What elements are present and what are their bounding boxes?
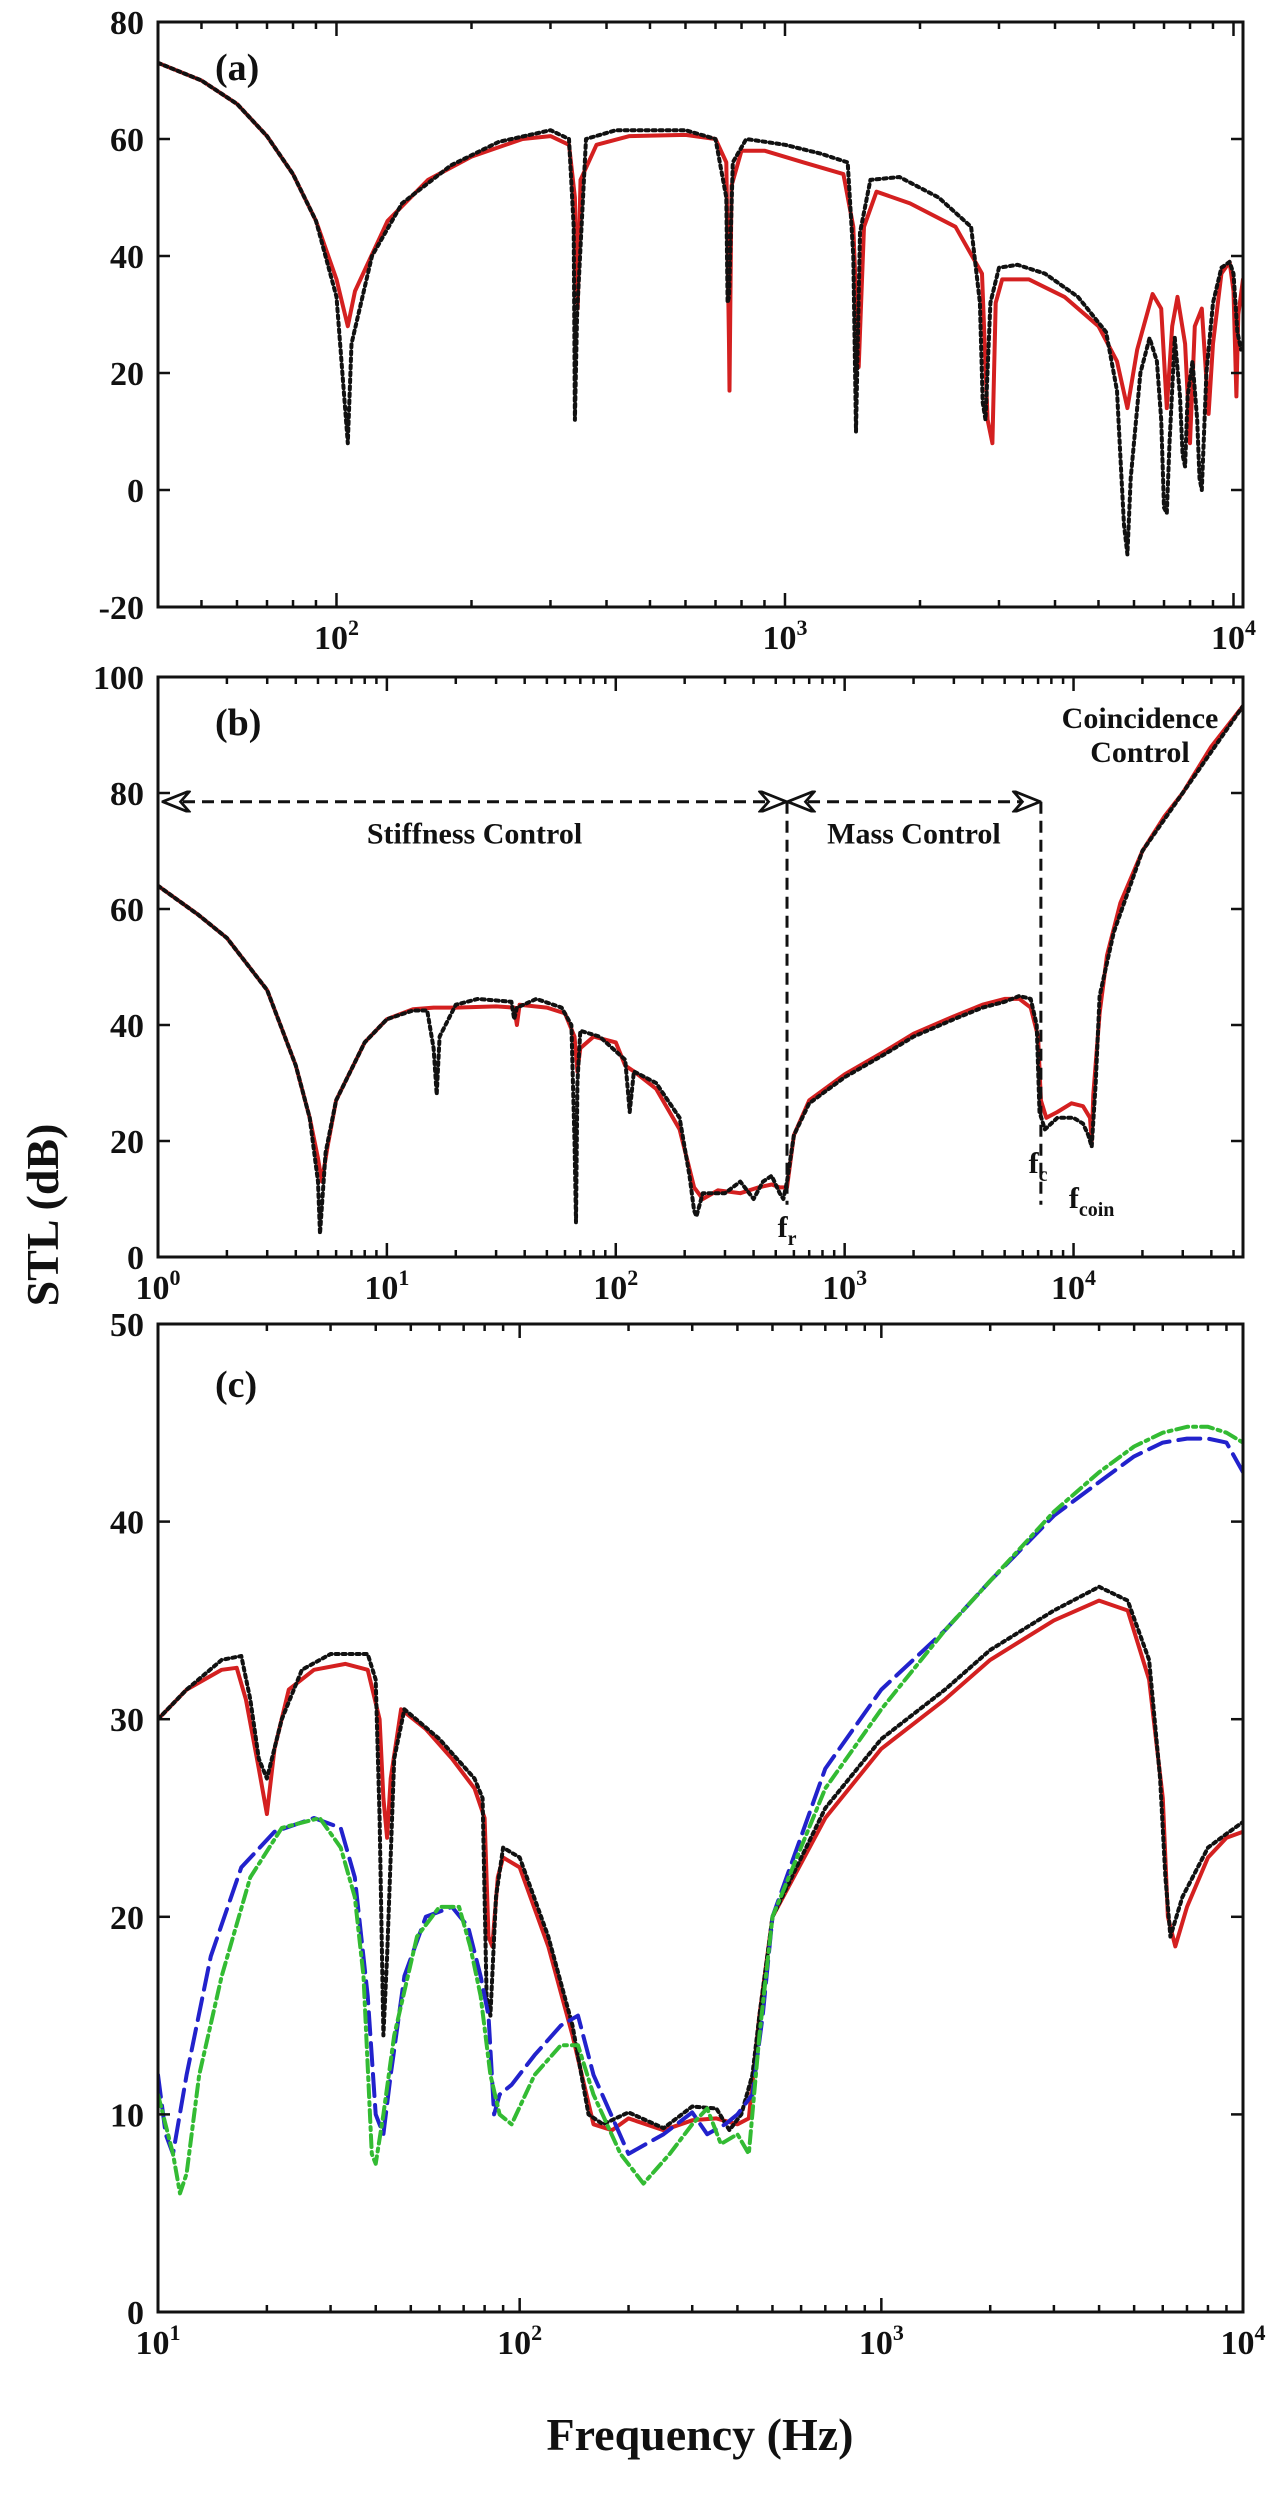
x-tick-label-c: 102	[497, 2320, 542, 2362]
series-black-dotted-a	[158, 60, 1243, 557]
region-label-mass: Mass Control	[827, 818, 1001, 851]
y-tick-label-c: 0	[127, 2295, 144, 2332]
y-tick-label-b: 40	[110, 1008, 144, 1045]
x-tick-label-a: 102	[314, 615, 359, 657]
x-tick-label-a: 104	[1211, 615, 1256, 657]
coincidence-control-label-line2: Control	[1090, 736, 1189, 769]
x-tick-label-b: 101	[364, 1265, 409, 1307]
panel-c-label: (c)	[215, 1364, 257, 1406]
x-tick-label-a: 103	[762, 615, 807, 657]
marker-fcoin: fcoin	[1069, 1182, 1115, 1221]
series-blue-dashed-c	[158, 1436, 1243, 2156]
y-tick-label-a: 0	[127, 473, 144, 510]
marker-fc: fc	[1029, 1147, 1048, 1186]
region-label-stiffness: Stiffness Control	[367, 818, 582, 851]
y-tick-label-c: 30	[110, 1702, 144, 1739]
coincidence-control-label-line1: Coincidence	[1062, 702, 1219, 735]
y-tick-label-c: 10	[110, 2097, 144, 2134]
x-tick-label-b: 103	[822, 1265, 867, 1307]
x-tick-label-b: 104	[1051, 1265, 1096, 1307]
y-tick-label-b: 80	[110, 776, 144, 813]
x-tick-label-c: 104	[1221, 2320, 1266, 2362]
x-tick-label-c: 101	[136, 2320, 181, 2362]
y-tick-label-a: 80	[110, 5, 144, 42]
panel-a-frame	[156, 20, 1245, 609]
series-red-solid-c	[158, 1598, 1243, 2133]
y-tick-label-c: 40	[110, 1505, 144, 1542]
panel-c-frame	[156, 1322, 1245, 2314]
y-tick-label-b: 0	[127, 1240, 144, 1277]
y-tick-label-c: 20	[110, 1900, 144, 1937]
panel-a-axes: -20 0 20 40 60 80 102 103 104	[99, 5, 1256, 657]
x-tick-label-b: 100	[136, 1265, 181, 1307]
panel-b-plot-area	[158, 704, 1243, 1236]
panel-c-axes: 0 10 20 30 40 50 101 102 103 104	[110, 1307, 1266, 2362]
x-tick-label-c: 103	[859, 2320, 904, 2362]
panel-a-plot-area	[158, 60, 1243, 557]
y-tick-label-b: 100	[93, 660, 144, 697]
panel-b: 0 20 40 60 80 100 100 101 102 103 104 Stiffness Co…	[93, 660, 1245, 1307]
panel-c: 0 10 20 30 40 50 101 102 103 104 (c)	[110, 1307, 1266, 2362]
x-axis-title: Frequency (Hz)	[546, 2409, 853, 2460]
panel-b-label: (b)	[215, 702, 261, 744]
y-tick-label-c: 50	[110, 1307, 144, 1344]
y-tick-label-a: 40	[110, 239, 144, 276]
series-black-dotted-b	[158, 704, 1243, 1236]
y-tick-label-b: 60	[110, 892, 144, 929]
x-tick-label-b: 102	[593, 1265, 638, 1307]
series-black-dotted-c	[158, 1584, 1243, 2133]
panel-a-label: (a)	[215, 47, 259, 89]
y-tick-label-a: 60	[110, 122, 144, 159]
series-green-dash-dot-c	[158, 1424, 1243, 2196]
panel-a: -20 0 20 40 60 80 102 103 104 (a)	[99, 5, 1256, 657]
panel-b-frame	[156, 675, 1245, 1259]
marker-fr: fr	[778, 1211, 797, 1250]
y-tick-label-a: -20	[99, 590, 144, 627]
y-axis-title: STL (dB)	[17, 1124, 68, 1307]
panel-c-plot-area	[158, 1424, 1243, 2196]
y-tick-label-a: 20	[110, 356, 144, 393]
y-tick-label-b: 20	[110, 1124, 144, 1161]
